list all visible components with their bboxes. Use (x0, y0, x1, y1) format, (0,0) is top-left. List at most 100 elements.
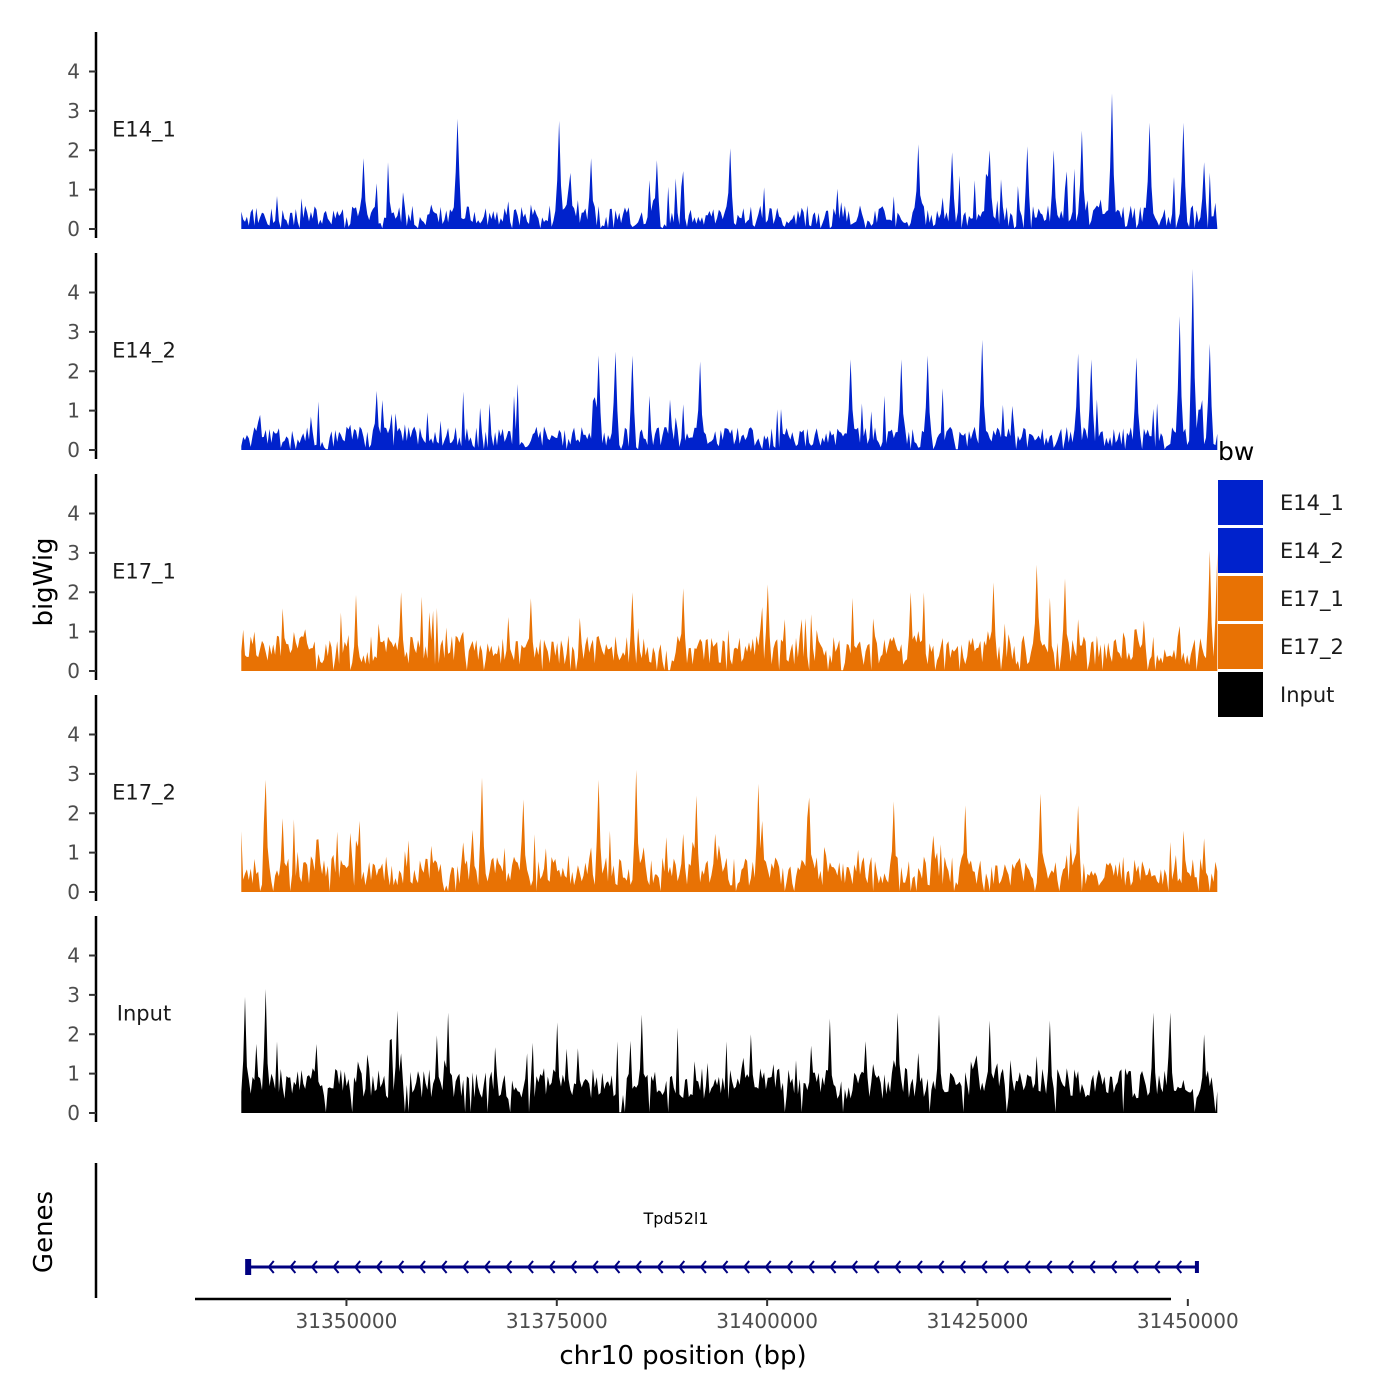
gene-strand-arrow (375, 1260, 383, 1274)
track-y-tick-label: 1 (67, 841, 80, 865)
gene-strand-arrow (483, 1260, 491, 1274)
track-y-tick-label: 3 (67, 320, 80, 344)
gene-strand-arrow (937, 1260, 945, 1274)
x-tick-label: 31450000 (1137, 1309, 1239, 1333)
track-y-tick-label: 1 (67, 1062, 80, 1086)
gene-strand-arrow (461, 1260, 470, 1274)
legend-label-E17_2: E17_2 (1280, 635, 1344, 660)
gene-strand-arrow (418, 1260, 426, 1274)
gene-strand-arrow (980, 1260, 988, 1274)
track-y-tick-label: 3 (67, 99, 80, 123)
x-tick-label: 31375000 (506, 1309, 608, 1333)
track-E17_1: 0 1 2 3 4 E17_1 (67, 474, 1218, 683)
legend-label-Input: Input (1280, 683, 1334, 707)
track-y-tick-label: 4 (67, 281, 80, 305)
x-tick-label: 31350000 (296, 1309, 398, 1333)
gene-label: Tpd52l1 (642, 1209, 708, 1228)
gene-strand-arrow (742, 1260, 750, 1274)
track-label: E17_2 (112, 780, 176, 805)
track-y-tick-label: 1 (67, 620, 80, 644)
legend-items: E14_1 E14_2 E17_1 E17_2 Input (1218, 480, 1344, 717)
track-y-tick-label: 4 (67, 502, 80, 526)
x-tick-label: 31400000 (716, 1309, 818, 1333)
gene-strand-arrow (656, 1260, 664, 1274)
gene-strand-arrow (958, 1260, 967, 1274)
gene-strand-arrow (1023, 1260, 1031, 1274)
signal-area-E17_2 (241, 769, 1218, 892)
track-y-tick-label: 1 (67, 178, 80, 202)
legend-label-E14_2: E14_2 (1280, 539, 1344, 564)
track-y-tick-label: 3 (67, 541, 80, 565)
bigwig-tracks: 0 1 2 3 4 E14_1 0 1 2 3 4 E14_2 0 1 2 3 4 E17_1 0 1 2 3 4 E17_2… (67, 32, 1218, 1125)
gene-strand-arrow (1088, 1260, 1096, 1274)
gene-exon (1194, 1261, 1199, 1273)
track-y-tick-label: 3 (67, 983, 80, 1007)
gene-strand-arrow (915, 1260, 923, 1274)
genes-track-title: Genes (29, 1191, 59, 1273)
gene-track: Tpd52l1 (94, 1163, 1199, 1298)
gene-strand-arrow (1131, 1260, 1139, 1274)
gene-strand-arrow (332, 1260, 340, 1274)
signal-area-Input (241, 989, 1218, 1113)
gene-strand-arrow (764, 1260, 772, 1274)
track-label: Input (117, 1001, 171, 1025)
gene-strand-arrow (872, 1260, 880, 1274)
track-y-tick-label: 4 (67, 944, 80, 968)
track-y-tick-label: 4 (67, 723, 80, 747)
gene-strand-arrow (807, 1260, 815, 1274)
track-y-tick-label: 2 (67, 138, 80, 162)
track-y-tick-label: 0 (67, 217, 80, 241)
track-label: E14_1 (112, 117, 176, 142)
legend-title: bw (1218, 437, 1254, 466)
gene-strand-arrow (591, 1260, 599, 1274)
track-y-tick-label: 0 (67, 659, 80, 683)
y-axis-title: bigWig (29, 537, 59, 626)
gene-strand-arrow (440, 1260, 448, 1274)
gene-strand-arrow (1110, 1260, 1118, 1274)
track-label: E17_1 (112, 559, 176, 584)
track-y-tick-label: 2 (67, 580, 80, 604)
gene-strand-arrow (353, 1260, 361, 1274)
gene-strand-arrow (397, 1260, 405, 1274)
gene-strand-arrow (569, 1260, 578, 1274)
track-y-tick-label: 0 (67, 438, 80, 462)
gene-strand-arrow (1153, 1260, 1161, 1274)
signal-area-E14_1 (241, 93, 1218, 229)
gene-strand-arrow (699, 1260, 707, 1274)
track-label: E14_2 (112, 338, 176, 363)
legend: bw E14_1 E14_2 E17_1 E17_2 Input (1218, 437, 1344, 717)
x-axis: 31350000 31375000 31400000 31425000 31450000 (195, 1297, 1239, 1333)
gene-strand-arrow (786, 1260, 794, 1274)
signal-area-E17_1 (241, 550, 1218, 671)
gene-strand-arrow (548, 1260, 556, 1274)
gene-strand-arrow (310, 1260, 318, 1274)
legend-label-E14_1: E14_1 (1280, 491, 1344, 516)
legend-swatch-E17_2 (1218, 624, 1263, 669)
gene-body (245, 1259, 1199, 1275)
legend-swatch-E17_1 (1218, 576, 1263, 621)
x-axis-ticks: 31350000 31375000 31400000 31425000 31450000 (296, 1299, 1239, 1333)
gene-strand-arrow (526, 1260, 534, 1274)
track-y-tick-label: 3 (67, 762, 80, 786)
track-y-tick-label: 2 (67, 1022, 80, 1046)
x-axis-title: chr10 position (bp) (559, 1341, 806, 1371)
track-Input: 0 1 2 3 4 Input (67, 916, 1218, 1125)
gene-strand-arrow (850, 1260, 858, 1274)
gene-strand-arrow (1045, 1260, 1053, 1274)
track-y-tick-label: 2 (67, 801, 80, 825)
gene-strand-arrow (267, 1260, 275, 1274)
legend-swatch-E14_1 (1218, 480, 1263, 525)
legend-swatch-Input (1218, 672, 1263, 717)
track-y-tick-label: 0 (67, 1101, 80, 1125)
legend-label-E17_1: E17_1 (1280, 587, 1344, 612)
gene-strand-arrow (634, 1260, 642, 1274)
track-y-tick-label: 2 (67, 359, 80, 383)
gene-strand-arrow (721, 1260, 729, 1274)
gene-strand-arrow (505, 1260, 513, 1274)
gene-exon (245, 1259, 252, 1275)
gene-strand-arrow (678, 1260, 686, 1274)
track-y-tick-label: 4 (67, 60, 80, 84)
x-tick-label: 31425000 (927, 1309, 1029, 1333)
gene-strand-arrow (613, 1260, 621, 1274)
